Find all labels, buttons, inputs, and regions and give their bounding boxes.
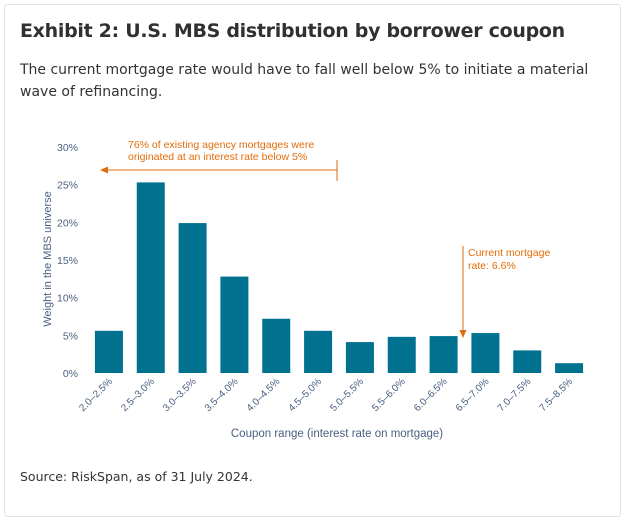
x-tick-label: 7.0–7.5% — [496, 376, 534, 414]
y-axis-label: Weight in the MBS universe — [42, 191, 54, 327]
bar — [94, 330, 123, 373]
current-rate-annotation: Current mortgage rate: 6.6% — [459, 246, 550, 338]
y-tick-label: 0% — [63, 368, 78, 380]
x-tick-label: 6.0–6.5% — [412, 376, 450, 414]
y-tick-label: 5% — [63, 330, 78, 342]
bar — [262, 318, 291, 373]
annotation-arrowhead-left — [100, 166, 108, 174]
bar — [304, 330, 333, 373]
exhibit-card — [4, 4, 621, 517]
exhibit-subtitle: The current mortgage rate would have to … — [20, 62, 589, 100]
x-tick-label: 7.5–8.5% — [538, 376, 576, 414]
y-tick-label: 10% — [57, 293, 78, 305]
bar — [136, 182, 165, 373]
y-tick-label: 20% — [57, 217, 78, 229]
bar — [471, 333, 500, 373]
bar — [555, 363, 584, 373]
current-rate-arrowhead-down — [459, 330, 467, 338]
bar — [513, 350, 542, 373]
annotation-text-refinance: 76% of existing agency mortgages were ori… — [128, 139, 314, 163]
x-tick-label: 3.0–3.5% — [161, 376, 199, 414]
x-tick-label: 6.5–7.0% — [454, 376, 492, 414]
bar — [178, 223, 207, 373]
refinance-annotation: 76% of existing agency mortgages were ori… — [100, 139, 338, 181]
x-tick-label: 5.5–6.0% — [370, 376, 408, 414]
x-tick-label: 2.0–2.5% — [77, 376, 115, 414]
x-tick-label: 4.0–4.5% — [245, 376, 283, 414]
x-tick-label: 5.0–5.5% — [328, 376, 366, 414]
y-tick-label: 30% — [57, 142, 78, 154]
bar — [429, 336, 458, 373]
bar — [220, 276, 249, 373]
annotation-text-current-rate: Current mortgage rate: 6.6% — [468, 247, 550, 272]
bar — [387, 336, 416, 373]
y-tick-label: 25% — [57, 180, 78, 192]
x-axis-label: Coupon range (interest rate on mortgage) — [231, 428, 443, 440]
source-note: Source: RiskSpan, as of 31 July 2024. — [20, 469, 253, 484]
exhibit-title: Exhibit 2: U.S. MBS distribution by borr… — [20, 20, 565, 42]
y-tick-label: 15% — [57, 255, 78, 267]
x-tick-label: 4.5–5.0% — [287, 376, 325, 414]
bar — [345, 342, 374, 373]
x-tick-label: 3.5–4.0% — [203, 376, 241, 414]
x-tick-label: 2.5–3.0% — [119, 376, 157, 414]
